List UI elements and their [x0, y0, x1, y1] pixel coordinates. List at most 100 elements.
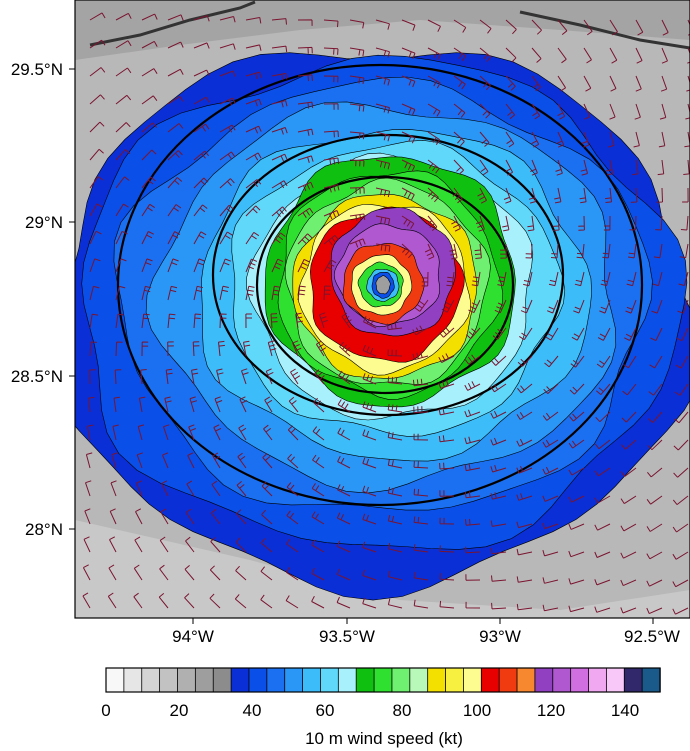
wind-barb: [479, 103, 491, 119]
wind-barb: [193, 123, 210, 133]
wind-barb: [140, 369, 147, 385]
wind-barb: [349, 103, 365, 112]
wind-barb: [550, 243, 559, 259]
wind-barb: [245, 258, 258, 273]
wind-barb: [465, 327, 481, 339]
wind-barb: [620, 495, 637, 505]
wind-barb: [568, 495, 585, 503]
wind-barb: [192, 341, 200, 357]
wind-barb: [141, 40, 158, 49]
wind-barb: [552, 215, 560, 231]
wind-barb: [319, 312, 328, 329]
wind-barb: [413, 516, 429, 525]
wind-barb: [164, 396, 172, 413]
wind-barb: [439, 545, 455, 553]
wind-barb: [295, 312, 303, 329]
wind-barb: [245, 17, 262, 24]
wind-barb: [490, 437, 507, 446]
wind-barb: [656, 187, 663, 203]
wind-barb: [297, 155, 314, 163]
wind-barb: [235, 565, 247, 581]
wind-barb: [576, 243, 585, 259]
wind-barb: [606, 159, 614, 176]
wind-barb: [115, 176, 130, 189]
wind-barb: [135, 508, 143, 525]
wind-barb: [505, 75, 516, 91]
wind-barb: [413, 461, 429, 469]
wind-barb: [362, 597, 377, 609]
wind-barb: [531, 103, 541, 120]
wind-barb: [427, 103, 441, 117]
wind-barb: [245, 98, 262, 107]
wind-barb: [595, 411, 611, 423]
wind-barb: [449, 243, 458, 260]
wind-barb: [624, 327, 637, 341]
wind-barb: [193, 258, 205, 273]
map-frame: [74, 0, 690, 619]
wind-barb: [427, 19, 441, 32]
wind-barb: [167, 313, 176, 329]
wind-barb: [464, 354, 481, 365]
wind-barb: [672, 607, 689, 615]
wind-barb: [646, 495, 663, 505]
wind-barb: [297, 258, 310, 273]
wind-barb: [297, 46, 313, 54]
wind-barb: [647, 467, 663, 478]
colorbar-swatch: [480, 667, 500, 693]
map-panel: [75, 0, 690, 618]
wind-barb: [263, 424, 273, 441]
wind-barb: [557, 19, 568, 35]
wind-barb: [167, 41, 184, 49]
wind-barb: [237, 452, 247, 469]
wind-barb: [375, 75, 390, 86]
wind-barb: [414, 299, 429, 312]
wind-barb: [193, 69, 210, 77]
wind-barb: [387, 431, 403, 441]
colorbar-swatch: [463, 667, 482, 693]
colorbar-swatch: [588, 667, 608, 693]
wind-barb: [652, 271, 663, 287]
wind-barb: [271, 45, 288, 53]
wind-barb: [115, 149, 131, 161]
wind-barb: [323, 285, 331, 301]
wind-barb: [375, 187, 391, 198]
wind-barb: [554, 187, 562, 204]
wind-barb: [271, 180, 288, 189]
wind-barb: [476, 215, 485, 232]
wind-barb: [453, 103, 466, 118]
wind-barb: [500, 243, 507, 259]
wind-barb: [349, 75, 365, 84]
wind-barb: [89, 12, 106, 21]
wind-barb: [542, 577, 559, 584]
colorbar-swatch: [159, 667, 179, 693]
wind-barb: [573, 299, 585, 314]
wind-barb: [261, 509, 273, 525]
wind-barb: [362, 457, 377, 469]
wind-barb: [439, 517, 455, 525]
wind-barb: [271, 258, 284, 273]
lon-label: 93°W: [479, 627, 521, 646]
wind-barb: [89, 369, 96, 385]
wind-barb: [89, 94, 105, 105]
wind-barb: [609, 75, 617, 92]
wind-contour-band: [375, 275, 391, 295]
wind-barb: [210, 508, 221, 525]
wind-barb: [490, 547, 507, 555]
wind-barb: [245, 231, 260, 245]
wind-barb: [490, 464, 507, 473]
wind-barb: [111, 452, 118, 469]
colorbar-tick-label: 140: [611, 701, 639, 720]
wind-barb: [661, 19, 669, 36]
wind-barb: [620, 551, 637, 559]
wind-barb: [271, 127, 288, 135]
wind-barb: [650, 327, 663, 342]
wind-barb: [311, 595, 325, 609]
wind-barb: [387, 570, 403, 581]
colorbar-swatch: [445, 667, 465, 693]
wind-barb: [271, 153, 288, 162]
wind-barb: [516, 493, 533, 501]
wind-barb: [387, 514, 403, 525]
wind-barb: [439, 600, 455, 609]
wind-barb: [635, 19, 644, 36]
